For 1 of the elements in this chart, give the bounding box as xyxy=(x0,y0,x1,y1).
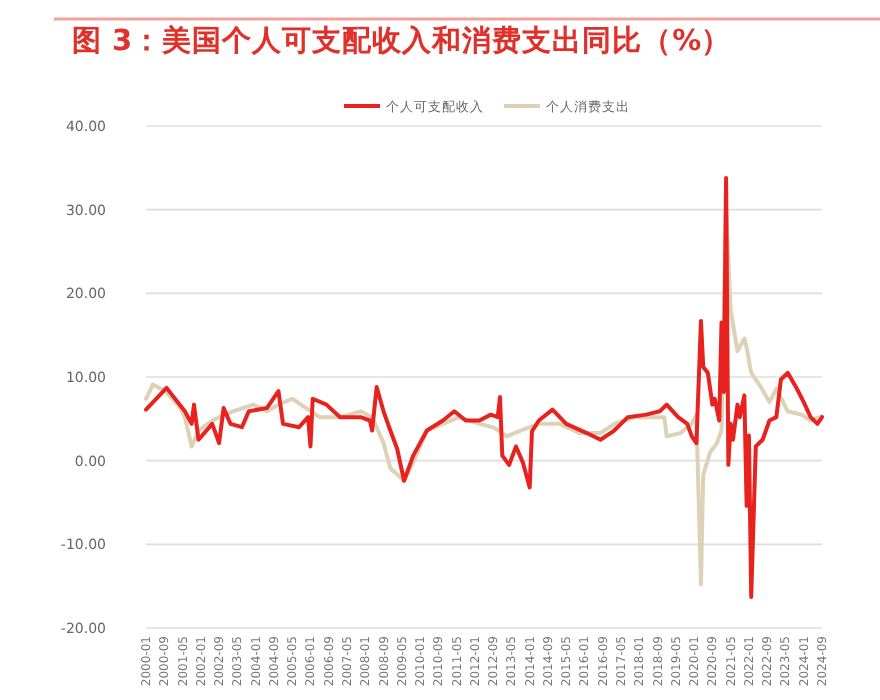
chart-title: 图 3：美国个人可支配收入和消费支出同比（%） xyxy=(72,22,732,58)
